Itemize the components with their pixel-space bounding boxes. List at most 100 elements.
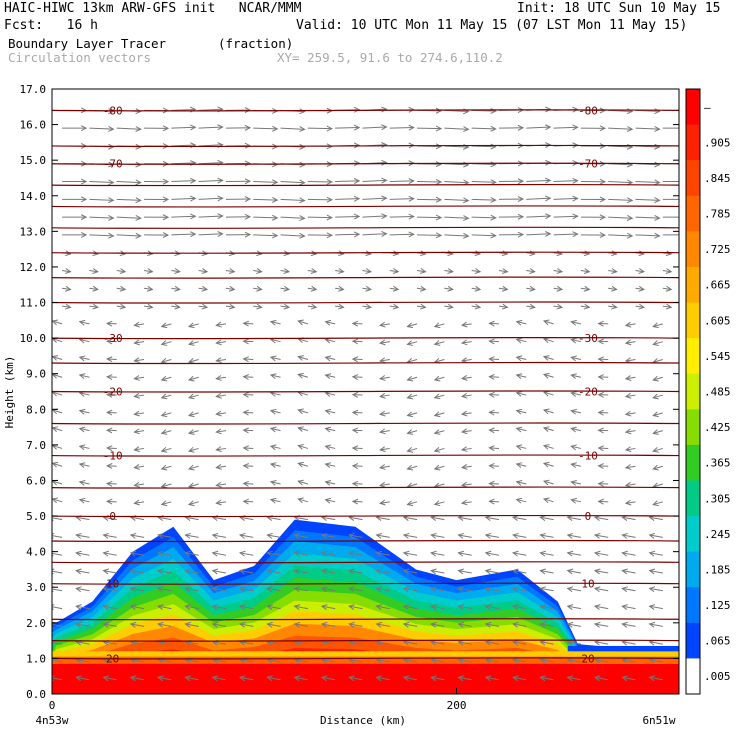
circulation-vector	[649, 605, 663, 610]
circulation-vector	[349, 587, 363, 592]
circulation-vector-head	[517, 178, 525, 185]
circulation-vector	[407, 376, 418, 381]
circulation-vector-head	[392, 285, 400, 292]
circulation-vector	[462, 376, 472, 380]
circulation-vector	[52, 462, 63, 467]
circulation-vector	[434, 465, 445, 470]
circulation-vector	[134, 394, 145, 398]
circulation-vector	[403, 641, 418, 645]
circulation-vector	[553, 126, 578, 129]
circulation-vector	[239, 641, 254, 645]
circulation-vector	[625, 483, 636, 487]
circulation-vector	[434, 376, 445, 381]
circulation-vector	[431, 659, 445, 663]
circulation-vector-head	[463, 232, 470, 239]
circulation-vector	[540, 659, 554, 663]
header-valid-time: Valid: 10 UTC Mon 11 May 15 (07 LST Mon …	[296, 18, 688, 33]
circulation-vector	[171, 305, 180, 308]
circulation-vector-head	[102, 621, 110, 628]
colorbar-frame	[685, 88, 701, 695]
circulation-vector	[649, 623, 663, 627]
circulation-vector	[253, 181, 278, 183]
circulation-vector-head	[351, 463, 359, 469]
circulation-vector-head	[593, 604, 601, 610]
circulation-vector	[270, 481, 281, 485]
circulation-vector	[349, 516, 363, 521]
circulation-vector	[171, 197, 196, 200]
circulation-vector	[513, 587, 527, 592]
circulation-vector-head	[544, 106, 552, 113]
circulation-vector-head	[211, 675, 219, 682]
circulation-vector-head	[599, 214, 607, 221]
circulation-vector-head	[457, 568, 464, 575]
circulation-vector	[321, 570, 336, 574]
circulation-vector	[608, 198, 633, 201]
circulation-vector-head	[539, 532, 546, 539]
circulation-vector-head	[266, 621, 273, 628]
circulation-vector-head	[106, 391, 113, 398]
circulation-vector	[380, 341, 390, 344]
circulation-vector-head	[435, 161, 443, 168]
circulation-vector	[294, 516, 308, 521]
circulation-vector	[188, 358, 199, 363]
circulation-vector	[594, 659, 609, 663]
circulation-vector-head	[621, 675, 628, 682]
circulation-vector-head	[621, 604, 628, 610]
circulation-vector-head	[242, 480, 249, 487]
circulation-vector	[294, 641, 308, 645]
circulation-vector	[516, 445, 527, 449]
circulation-vector	[188, 447, 199, 452]
circulation-vector-head	[638, 268, 646, 274]
tracer-surface-band	[52, 663, 679, 694]
circulation-vector	[571, 428, 582, 432]
circulation-vector-head	[460, 464, 468, 470]
tracer-surface-band	[52, 651, 679, 657]
circulation-vector-head	[572, 213, 579, 220]
circulation-vector-head	[460, 481, 468, 488]
circulation-vector-head	[217, 195, 224, 202]
circulation-vector	[294, 605, 308, 610]
circulation-vector-head	[102, 586, 110, 593]
colorbar-label: .905	[704, 136, 731, 149]
circulation-vector	[571, 481, 582, 485]
circulation-vector-head	[160, 482, 168, 489]
circulation-vector-head	[624, 464, 632, 470]
circulation-vector-head	[379, 410, 386, 417]
circulation-vector	[79, 392, 90, 396]
circulation-vector-head	[326, 232, 333, 239]
circulation-vector-head	[457, 550, 464, 557]
circulation-vector	[185, 623, 199, 627]
circulation-vector-head	[135, 179, 142, 186]
circulation-vector-head	[351, 445, 359, 452]
circulation-vector-head	[228, 303, 236, 310]
circulation-vector	[325, 410, 336, 414]
circulation-vector	[239, 605, 254, 610]
circulation-vector	[489, 411, 500, 414]
circulation-vector-head	[542, 444, 550, 450]
circulation-vector	[267, 587, 281, 592]
temperature-contour	[52, 301, 679, 304]
circulation-vector-head	[320, 675, 328, 682]
circulation-vector-head	[488, 356, 495, 363]
circulation-vector	[444, 270, 453, 273]
circulation-vector	[294, 587, 308, 592]
circulation-vector-head	[433, 375, 441, 382]
circulation-vector	[307, 305, 317, 308]
circulation-vector-head	[129, 604, 137, 610]
circulation-vector-head	[490, 232, 497, 239]
circulation-vector	[321, 534, 336, 538]
circulation-vector	[567, 641, 581, 645]
circulation-vector-head	[162, 214, 170, 221]
circulation-vector	[62, 287, 71, 290]
circulation-vector-head	[256, 303, 263, 310]
circulation-vector	[516, 392, 527, 396]
circulation-vector	[243, 500, 254, 503]
circulation-vector-head	[75, 568, 82, 575]
circulation-vector	[625, 430, 636, 433]
circulation-vector-head	[515, 319, 523, 326]
circulation-vector	[489, 376, 500, 378]
circulation-vector	[543, 356, 554, 360]
circulation-vector-head	[381, 106, 388, 113]
circulation-vector	[158, 623, 172, 627]
circulation-vector-head	[648, 621, 656, 628]
